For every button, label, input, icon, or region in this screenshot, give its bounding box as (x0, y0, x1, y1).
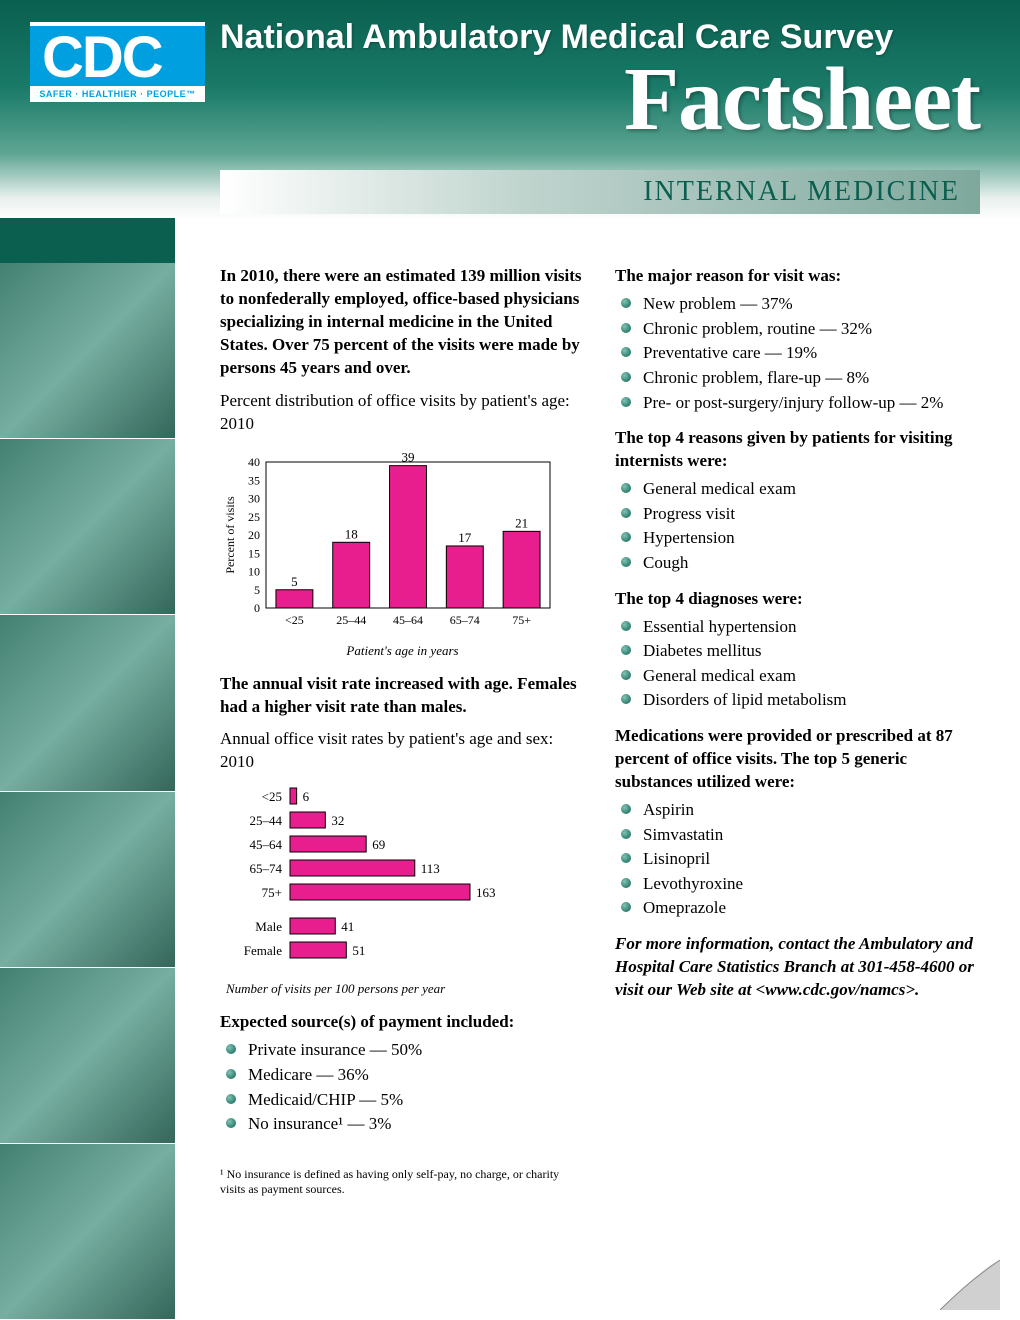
list-item: Diabetes mellitus (643, 639, 980, 664)
list-item: Aspirin (643, 798, 980, 823)
list-item: Progress visit (643, 502, 980, 527)
svg-text:45–64: 45–64 (393, 613, 423, 627)
chart2-caption: Number of visits per 100 persons per yea… (220, 981, 585, 997)
sidebar-image-microscope (0, 1144, 175, 1320)
subtitle-bar: INTERNAL MEDICINE (220, 170, 980, 214)
svg-text:10: 10 (248, 564, 260, 578)
list-item: General medical exam (643, 664, 980, 689)
list-item: No insurance¹ — 3% (248, 1112, 585, 1137)
svg-text:30: 30 (248, 491, 260, 505)
svg-text:32: 32 (331, 813, 344, 828)
svg-text:113: 113 (421, 861, 440, 876)
reason-list: New problem — 37%Chronic problem, routin… (615, 292, 980, 415)
list-item: Hypertension (643, 526, 980, 551)
list-item: Pre- or post-surgery/injury follow-up — … (643, 391, 980, 416)
sidebar-image-pills (0, 439, 175, 615)
list-item: Levothyroxine (643, 872, 980, 897)
lead-paragraph: In 2010, there were an estimated 139 mil… (220, 265, 585, 380)
svg-text:20: 20 (248, 528, 260, 542)
sidebar-image-scale (0, 615, 175, 791)
svg-text:25–44: 25–44 (250, 813, 283, 828)
contact-info: For more information, contact the Ambula… (615, 933, 980, 1002)
chart1-title: Percent distribution of office visits by… (220, 390, 585, 436)
svg-text:15: 15 (248, 546, 260, 560)
list-item: Omeprazole (643, 896, 980, 921)
visit-rate-chart: <25 6 25–44 32 45–64 69 65–74 113 75+ 163 Male 41 Fe… (220, 782, 585, 997)
svg-text:65–74: 65–74 (450, 613, 480, 627)
svg-text:25: 25 (248, 509, 260, 523)
svg-text:40: 40 (248, 455, 260, 469)
footnote: ¹ No insurance is defined as having only… (220, 1167, 585, 1198)
right-column: The major reason for visit was: New prob… (615, 265, 980, 1198)
cdc-logo-box: CDC (30, 22, 205, 86)
diagnoses-list: Essential hypertensionDiabetes mellitusG… (615, 615, 980, 714)
svg-text:17: 17 (458, 530, 472, 545)
svg-text:5: 5 (291, 573, 298, 588)
svg-text:69: 69 (372, 837, 385, 852)
svg-text:41: 41 (341, 919, 354, 934)
header: CDC SAFER · HEALTHIER · PEOPLE™ National… (0, 0, 1020, 220)
svg-text:51: 51 (352, 943, 365, 958)
svg-text:Female: Female (244, 943, 282, 958)
payment-heading: Expected source(s) of payment included: (220, 1011, 585, 1034)
svg-text:25–44: 25–44 (336, 613, 366, 627)
svg-text:45–64: 45–64 (250, 837, 283, 852)
top4-reasons-heading: The top 4 reasons given by patients for … (615, 427, 980, 473)
diagnoses-heading: The top 4 diagnoses were: (615, 588, 980, 611)
chart2-title: Annual office visit rates by patient's a… (220, 728, 585, 774)
bar-chart-svg: 0 5 10 15 20 25 30 35 40 Percent of visits 5 <25 18 2… (220, 444, 560, 634)
medications-heading: Medications were provided or prescribed … (615, 725, 980, 794)
cdc-logo-text: CDC (42, 32, 193, 84)
list-item: Private insurance — 50% (248, 1038, 585, 1063)
page: CDC SAFER · HEALTHIER · PEOPLE™ National… (0, 0, 1020, 1320)
content-columns: In 2010, there were an estimated 139 mil… (220, 265, 980, 1198)
list-item: Cough (643, 551, 980, 576)
svg-text:163: 163 (476, 885, 496, 900)
svg-text:39: 39 (402, 449, 415, 464)
list-item: Simvastatin (643, 823, 980, 848)
visit-rate-paragraph: The annual visit rate increased with age… (220, 673, 585, 719)
sidebar-image-wheelchair (0, 792, 175, 968)
reason-heading: The major reason for visit was: (615, 265, 980, 288)
sidebar-top-block (0, 218, 175, 263)
age-distribution-chart: 0 5 10 15 20 25 30 35 40 Percent of visits 5 <25 18 2… (220, 444, 585, 659)
svg-text:Male: Male (255, 919, 282, 934)
page-curl-icon (940, 1260, 1000, 1310)
payment-list: Private insurance — 50%Medicare — 36%Med… (220, 1038, 585, 1137)
list-item: Chronic problem, flare-up — 8% (643, 366, 980, 391)
list-item: Disorders of lipid metabolism (643, 688, 980, 713)
svg-text:75+: 75+ (262, 885, 282, 900)
medications-list: AspirinSimvastatinLisinoprilLevothyroxin… (615, 798, 980, 921)
cdc-logo: CDC SAFER · HEALTHIER · PEOPLE™ (30, 22, 205, 102)
list-item: Chronic problem, routine — 32% (643, 317, 980, 342)
hbar-chart-svg: <25 6 25–44 32 45–64 69 65–74 113 75+ 163 Male 41 Fe… (220, 782, 560, 972)
list-item: Essential hypertension (643, 615, 980, 640)
sidebar-image-syringes (0, 968, 175, 1144)
chart1-xlabel: Patient's age in years (220, 643, 585, 659)
left-column: In 2010, there were an estimated 139 mil… (220, 265, 585, 1198)
svg-text:18: 18 (345, 526, 358, 541)
svg-text:<25: <25 (262, 789, 282, 804)
svg-text:<25: <25 (285, 613, 304, 627)
list-item: Preventative care — 19% (643, 341, 980, 366)
list-item: Lisinopril (643, 847, 980, 872)
svg-text:6: 6 (303, 789, 310, 804)
list-item: General medical exam (643, 477, 980, 502)
sidebar-images (0, 218, 175, 1320)
sidebar-image-stethoscope (0, 263, 175, 439)
subtitle-text: INTERNAL MEDICINE (643, 176, 960, 208)
svg-text:21: 21 (515, 515, 528, 530)
top4-reasons-list: General medical examProgress visitHypert… (615, 477, 980, 576)
svg-text:35: 35 (248, 473, 260, 487)
list-item: Medicaid/CHIP — 5% (248, 1088, 585, 1113)
factsheet-title: Factsheet (624, 48, 980, 151)
svg-text:75+: 75+ (512, 613, 531, 627)
svg-text:5: 5 (254, 582, 260, 596)
svg-text:Percent of visits: Percent of visits (223, 496, 237, 574)
list-item: Medicare — 36% (248, 1063, 585, 1088)
cdc-tagline: SAFER · HEALTHIER · PEOPLE™ (30, 86, 205, 102)
svg-text:0: 0 (254, 601, 260, 615)
svg-text:65–74: 65–74 (250, 861, 283, 876)
list-item: New problem — 37% (643, 292, 980, 317)
